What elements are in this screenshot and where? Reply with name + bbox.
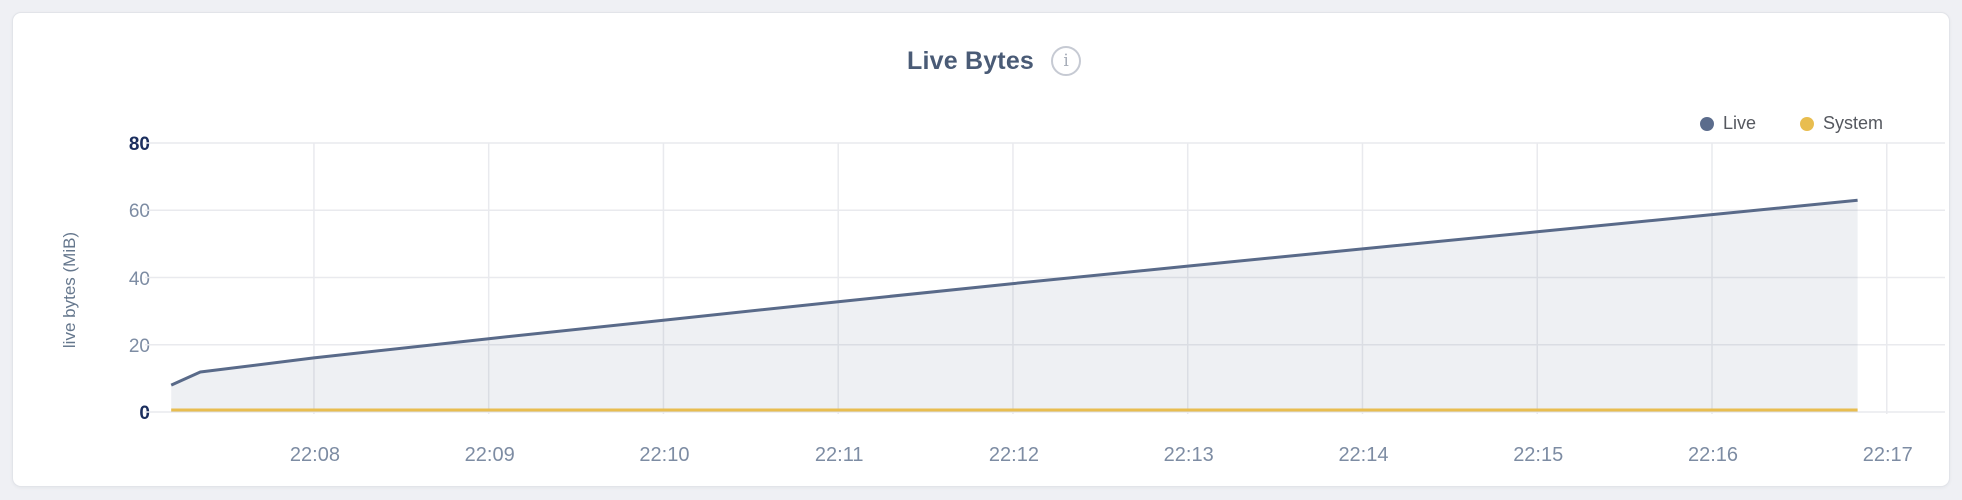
y-tick-label: 40 <box>128 268 150 290</box>
chart-header: Live Bytes i <box>25 46 1962 76</box>
chart-title: Live Bytes <box>906 46 1035 75</box>
y-tick-label: 80 <box>128 134 150 155</box>
x-tick-label: 22:16 <box>1687 444 1739 466</box>
legend-swatch <box>1799 116 1814 131</box>
x-tick-label: 22:11 <box>814 444 864 466</box>
legend-item-live[interactable]: Live <box>1699 113 1756 134</box>
legend-label: Live <box>1722 113 1756 133</box>
live-area <box>171 200 1858 412</box>
chart-card: Live Bytes i Live System live bytes (MiB)… <box>12 12 1950 487</box>
legend-item-system[interactable]: System <box>1799 113 1883 134</box>
x-tick-label: 22:15 <box>1513 444 1564 466</box>
x-tick-label: 22:09 <box>464 444 515 466</box>
y-tick-label: 0 <box>139 403 150 424</box>
y-tick-label: 20 <box>128 335 150 357</box>
legend-swatch <box>1699 116 1714 131</box>
x-tick-label: 22:10 <box>639 444 690 466</box>
live-line <box>170 198 1858 387</box>
x-tick-label: 22:12 <box>988 444 1039 466</box>
y-tick-label: 60 <box>128 201 150 223</box>
legend-label: System <box>1822 113 1883 133</box>
x-tick-label: 22:17 <box>1862 444 1913 466</box>
x-tick-label: 22:14 <box>1338 444 1389 466</box>
x-tick-label: 22:13 <box>1163 444 1214 466</box>
x-tick-label: 22:08 <box>289 444 340 466</box>
info-icon[interactable]: i <box>1051 46 1082 76</box>
legend: Live System <box>1699 113 1883 134</box>
